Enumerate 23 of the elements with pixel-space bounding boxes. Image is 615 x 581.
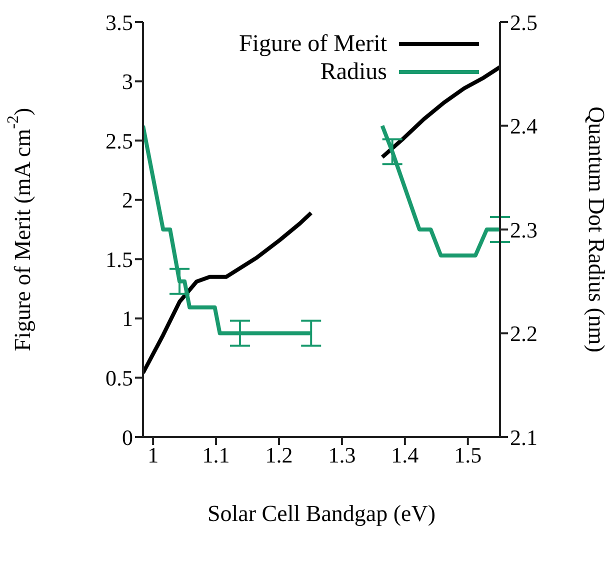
y-tick-label: 3.5 [106, 10, 133, 35]
legend-label: Figure of Merit [239, 30, 387, 58]
x-tick-label: 1.1 [202, 442, 230, 468]
y-tick-label: 1 [122, 306, 133, 332]
y2-tick-label: 2.5 [510, 10, 538, 35]
x-tick-label: 1.4 [391, 442, 419, 468]
y-tick-label: 0.5 [106, 366, 133, 391]
x-tick-label: 1 [148, 442, 159, 468]
y2-tick-label: 2.1 [510, 424, 538, 450]
x-tick-label: 1.5 [454, 442, 482, 468]
y-tick-label: 1.5 [106, 246, 133, 272]
legend-label: Radius [320, 58, 387, 86]
x-tick-label: 1.3 [328, 442, 356, 468]
y2-tick-label: 2.4 [510, 114, 538, 139]
y2-tick-label: 2.2 [510, 321, 538, 346]
y-tick-label: 2 [122, 188, 133, 213]
x-axis-title: Solar Cell Bandgap (eV) [207, 501, 436, 526]
y2-tick-label: 2.3 [510, 217, 538, 242]
y-tick-label: 2.5 [106, 128, 133, 154]
y-tick-label: 3 [122, 69, 133, 94]
y-tick-label: 0 [122, 424, 133, 450]
x-tick-label: 1.2 [265, 442, 293, 468]
y2-axis-title: Quantum Dot Radius (nm) [584, 106, 610, 352]
